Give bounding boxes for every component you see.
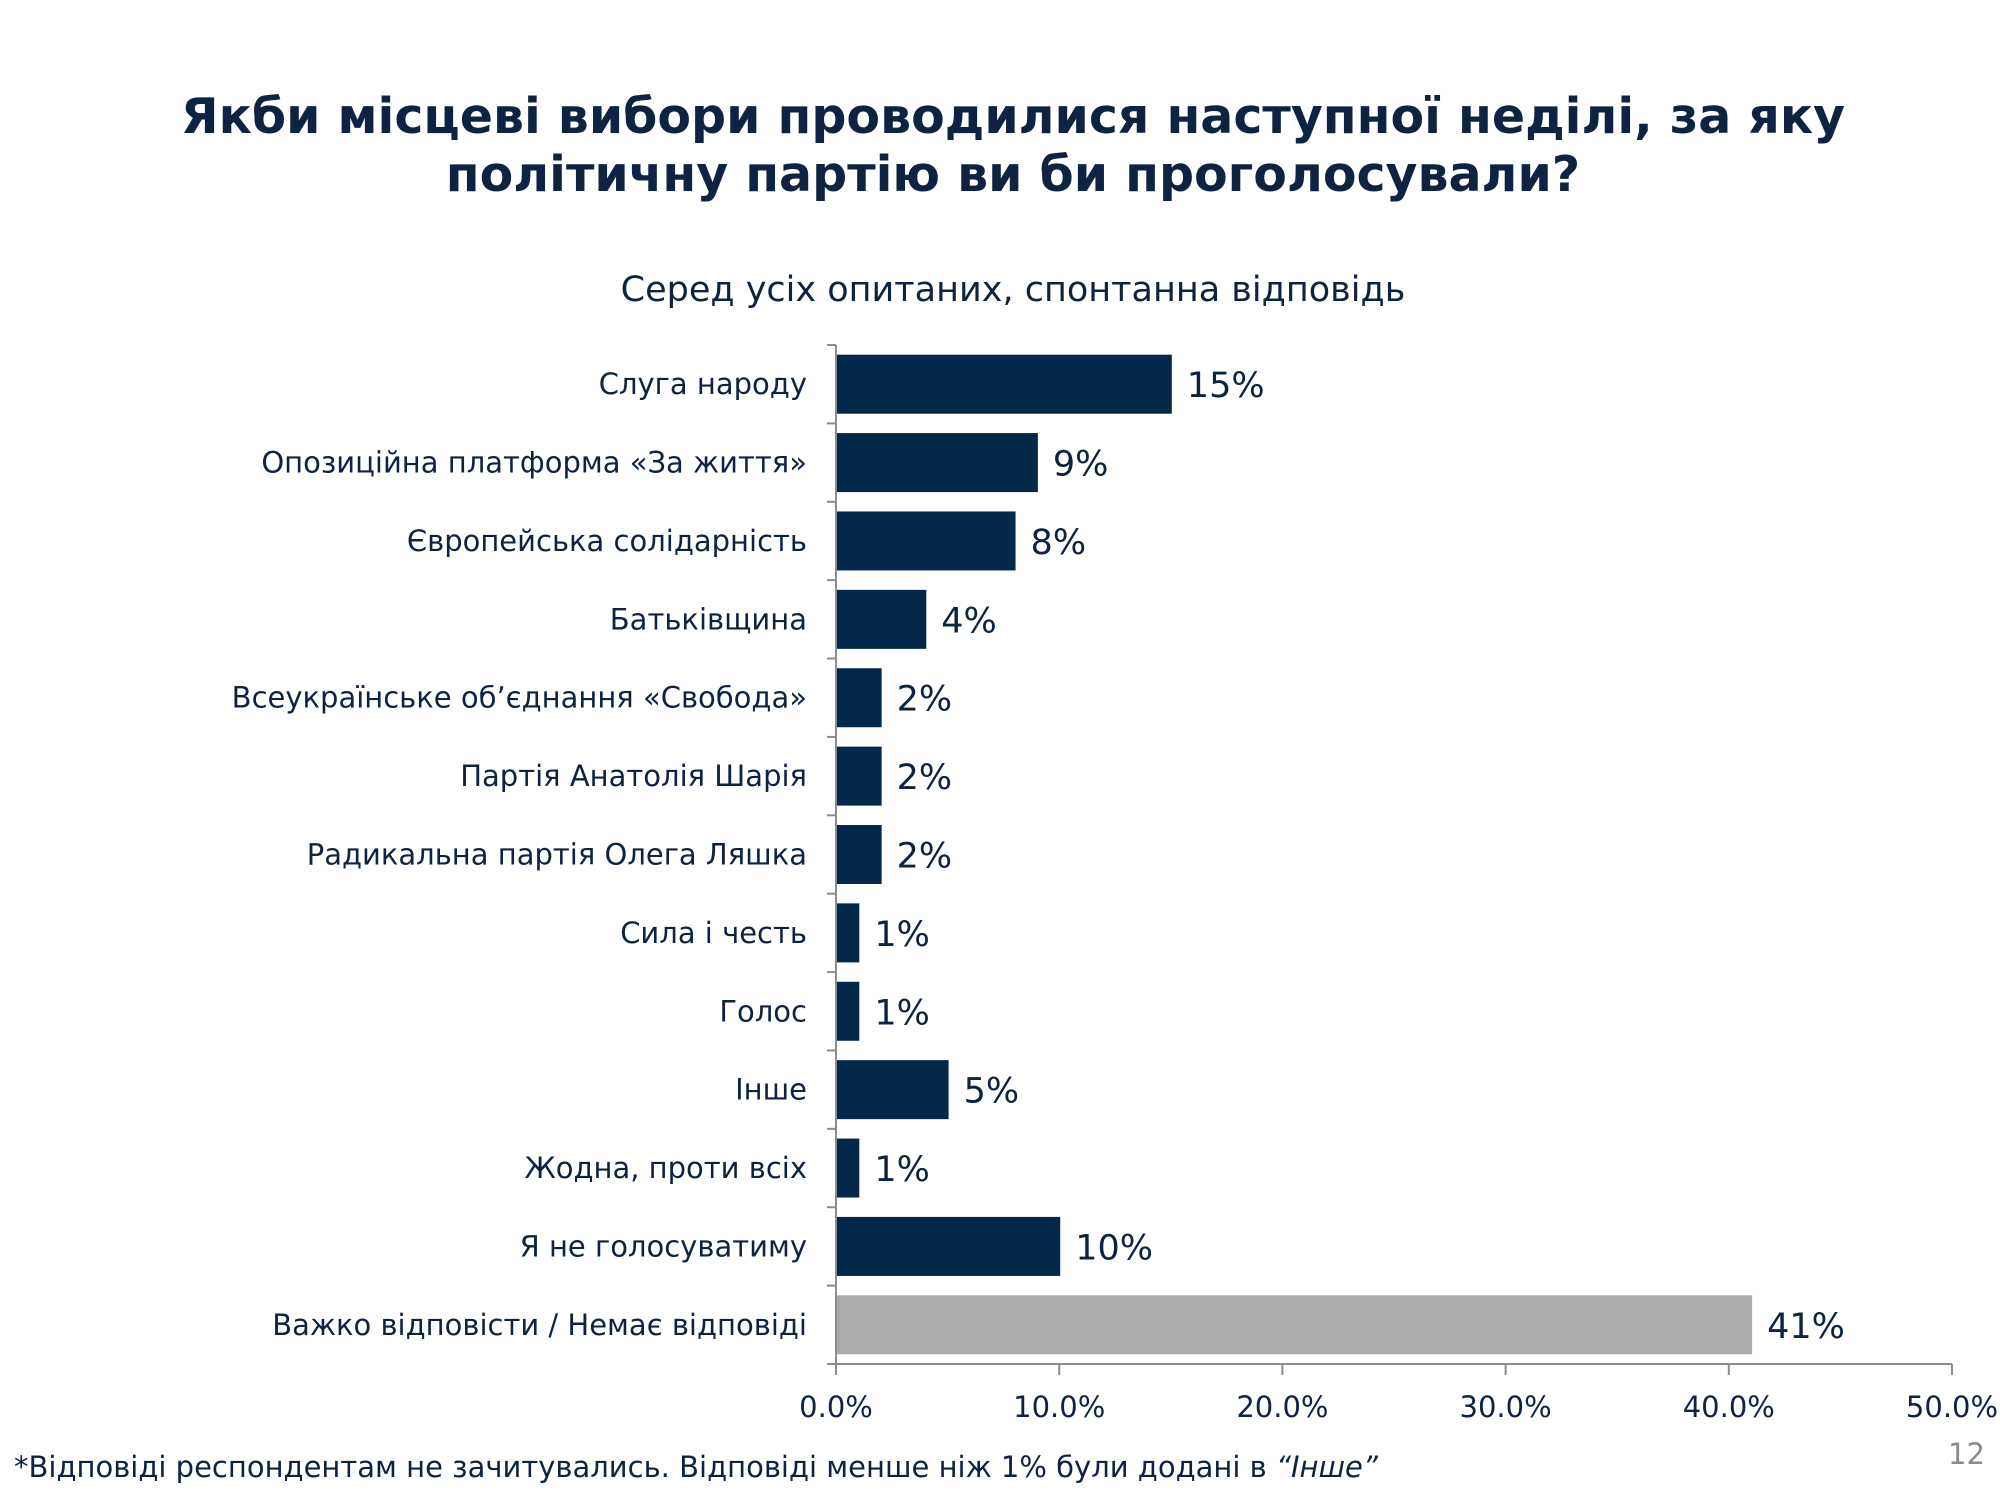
bar [837, 668, 882, 728]
data-label: 4% [941, 601, 997, 641]
bar [837, 825, 882, 884]
x-tick-label: 50.0% [1906, 1390, 1998, 1424]
bar [837, 1138, 860, 1198]
bar [837, 589, 927, 649]
x-tick-label: 40.0% [1683, 1390, 1775, 1424]
category-label: Сила і честь [620, 916, 807, 950]
x-tick-label: 20.0% [1236, 1390, 1328, 1424]
title-line-1: Якби місцеві вибори проводилися наступно… [180, 88, 1846, 145]
bar [837, 511, 1016, 571]
bar [837, 1295, 1753, 1355]
data-label: 1% [874, 915, 930, 955]
bar [837, 433, 1038, 493]
bar [837, 746, 882, 806]
data-label: 9% [1053, 445, 1109, 485]
bar [837, 1060, 949, 1120]
data-label: 2% [897, 680, 953, 720]
category-label: Радикальна партія Олега Ляшка [307, 838, 807, 872]
footnote-italic: “Інше” [1275, 1450, 1378, 1484]
category-label: Опозиційна платформа «За життя» [261, 446, 807, 480]
category-label: Європейська солідарність [407, 524, 807, 558]
category-label: Слуга народу [599, 367, 807, 401]
footnote-text: *Відповіді респондентам не зачитувались.… [14, 1450, 1276, 1484]
data-label: 10% [1075, 1228, 1153, 1268]
data-label: 41% [1767, 1307, 1845, 1347]
category-label: Важко відповісти / Немає відповіді [272, 1308, 807, 1342]
category-label: Жодна, проти всіх [524, 1151, 807, 1185]
bar [837, 903, 860, 963]
data-label: 15% [1187, 366, 1265, 406]
x-tick-label: 30.0% [1460, 1390, 1552, 1424]
title-line-2: політичну партію ви би проголосували? [445, 146, 1581, 203]
page-title: Якби місцеві вибори проводилися наступно… [0, 88, 2000, 204]
bar [837, 981, 860, 1041]
page-number: 12 [1948, 1437, 1985, 1471]
category-label: Голос [719, 994, 807, 1028]
bar [837, 354, 1172, 414]
category-label: Я не голосуватиму [520, 1229, 807, 1263]
x-tick-label: 10.0% [1013, 1390, 1105, 1424]
data-label: 1% [874, 1150, 930, 1190]
data-label: 1% [874, 993, 930, 1033]
category-label: Всеукраїнське об’єднання «Свобода» [232, 681, 807, 715]
category-label: Партія Анатолія Шарія [460, 759, 807, 793]
data-label: 2% [897, 758, 953, 798]
chart-subtitle: Серед усіх опитаних, спонтанна відповідь [620, 270, 1406, 310]
x-tick-label: 0.0% [799, 1390, 873, 1424]
data-label: 5% [964, 1072, 1020, 1112]
data-label: 2% [897, 837, 953, 877]
category-label: Інше [735, 1073, 807, 1107]
data-label: 8% [1031, 523, 1087, 563]
bar [837, 1216, 1061, 1276]
category-label: Батьківщина [610, 602, 807, 636]
footnote: *Відповіді респондентам не зачитувались.… [14, 1450, 1378, 1484]
